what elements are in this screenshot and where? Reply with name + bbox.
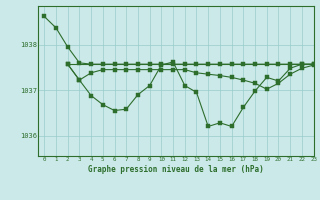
X-axis label: Graphe pression niveau de la mer (hPa): Graphe pression niveau de la mer (hPa) [88, 165, 264, 174]
